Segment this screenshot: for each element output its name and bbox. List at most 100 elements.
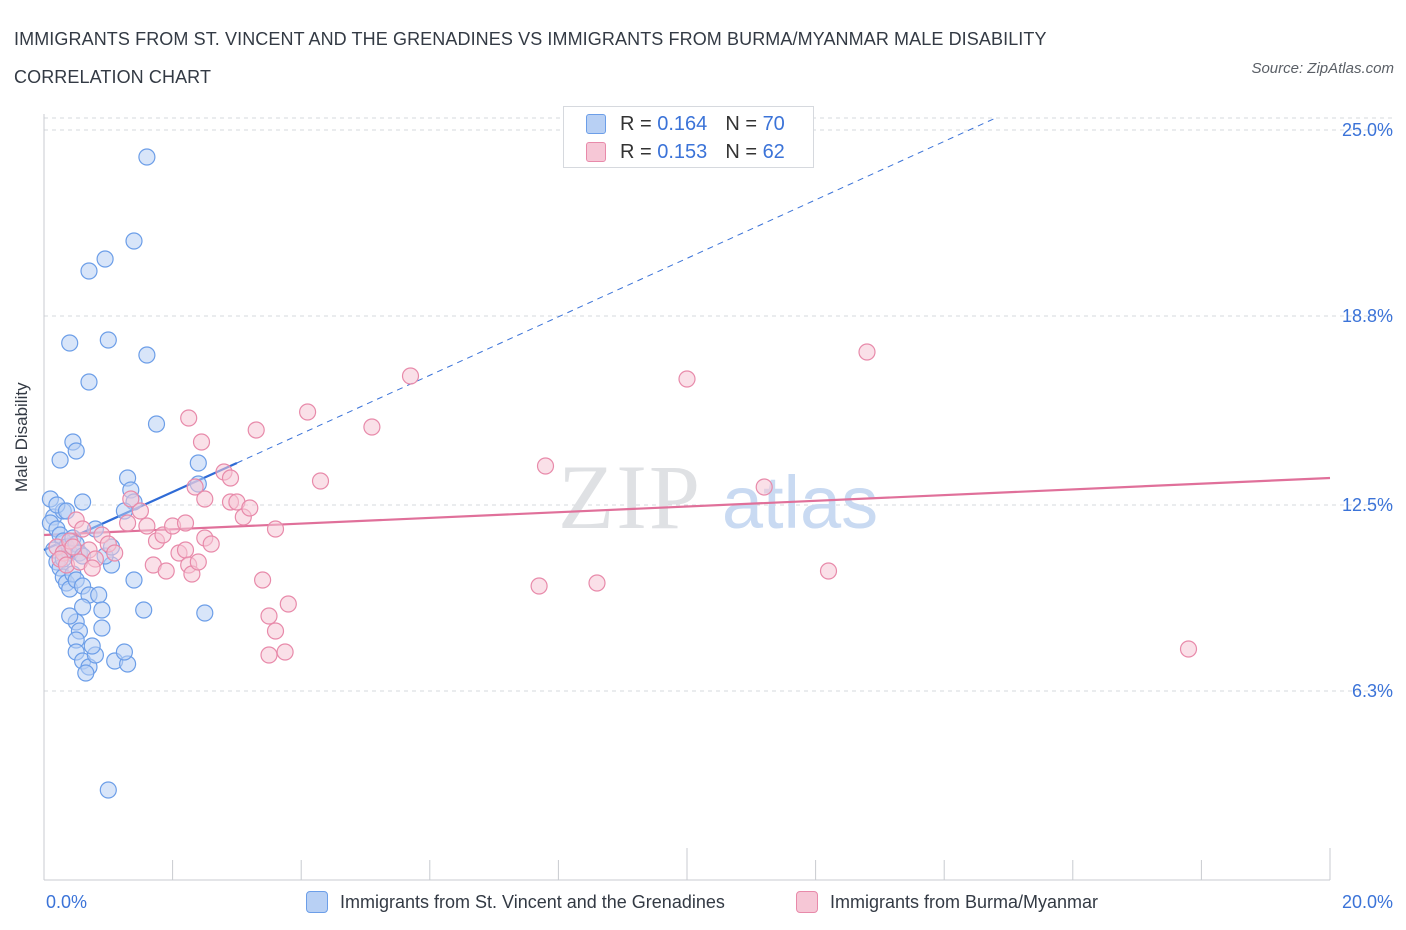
watermark: ZIP atlas: [558, 446, 878, 548]
legend-n-value: 70: [762, 112, 785, 135]
data-point-burma: [311, 472, 330, 490]
data-point-st-vincent: [73, 493, 92, 511]
bottom-legend-item-2: Immigrants from Burma/Myanmar: [796, 888, 1098, 916]
bottom-legend-swatch-pink: [796, 891, 818, 913]
data-point-burma: [157, 562, 175, 580]
data-point-st-vincent: [138, 148, 156, 166]
data-point-burma: [588, 574, 606, 592]
data-point-burma: [106, 544, 124, 562]
data-point-burma: [279, 595, 297, 613]
tick-labels: 6.3% 12.5% 18.8% 25.0% 0.0% 20.0%: [46, 120, 1393, 912]
data-point-burma: [64, 538, 82, 556]
data-point-burma: [858, 343, 876, 361]
stats-legend: R = 0.164 N = 70 R = 0.153 N = 62: [563, 106, 814, 168]
legend-row-series-1: R = 0.164 N = 70: [586, 112, 785, 136]
data-point-st-vincent: [115, 643, 134, 661]
y-tick-label: 18.8%: [1342, 306, 1393, 326]
data-point-st-vincent: [77, 664, 95, 682]
data-point-burma: [192, 433, 211, 451]
legend-n-value: 62: [762, 140, 785, 163]
data-point-burma: [186, 478, 204, 496]
y-tick-label: 6.3%: [1352, 681, 1393, 701]
data-point-burma: [536, 457, 555, 475]
data-point-st-vincent: [93, 601, 111, 619]
data-point-burma: [254, 571, 272, 589]
data-point-burma: [276, 643, 294, 661]
data-point-st-vincent: [51, 451, 69, 469]
trend-line-st-vincent-extrapolated: [236, 117, 996, 464]
data-point-burma: [266, 520, 285, 538]
legend-swatch-blue: [586, 114, 606, 134]
data-point-st-vincent: [80, 373, 98, 391]
data-point-burma: [138, 517, 156, 535]
data-point-burma: [122, 490, 140, 508]
data-point-burma: [819, 562, 838, 580]
x-tick-label: 0.0%: [46, 892, 87, 912]
data-points: [41, 148, 1198, 799]
data-point-burma: [131, 502, 149, 520]
data-point-burma: [299, 403, 317, 421]
data-point-st-vincent: [83, 637, 101, 655]
legend-swatch-pink: [586, 142, 606, 162]
data-point-burma: [118, 514, 137, 532]
y-tick-label: 12.5%: [1342, 495, 1393, 515]
source-note: Source: ZipAtlas.com: [1251, 60, 1394, 77]
data-point-burma: [180, 409, 198, 427]
data-point-burma: [202, 535, 220, 553]
bottom-legend-label: Immigrants from St. Vincent and the Gren…: [340, 891, 725, 912]
data-point-burma: [755, 478, 773, 496]
data-point-st-vincent: [96, 250, 114, 268]
data-point-burma: [83, 559, 101, 577]
x-tick-label: 20.0%: [1342, 892, 1393, 912]
data-point-burma: [73, 520, 92, 538]
legend-r-value: 0.164: [657, 112, 708, 135]
data-point-burma: [176, 541, 195, 559]
trend-line-burma: [43, 476, 1331, 537]
data-point-burma: [401, 367, 420, 385]
bottom-legend-swatch-blue: [306, 891, 328, 913]
legend-n-label: N =: [725, 140, 757, 163]
legend-r-label: R =: [620, 112, 652, 135]
data-point-burma: [241, 499, 259, 517]
data-point-st-vincent: [93, 619, 111, 637]
grid-lines: [44, 117, 1395, 692]
bottom-legend-item-1: Immigrants from St. Vincent and the Gren…: [306, 888, 725, 916]
data-point-st-vincent: [73, 598, 92, 616]
data-point-st-vincent: [125, 571, 143, 589]
data-point-st-vincent: [80, 262, 98, 280]
chart-title: IMMIGRANTS FROM ST. VINCENT AND THE GREN…: [14, 29, 1047, 87]
data-point-burma: [196, 490, 214, 508]
data-point-st-vincent: [189, 454, 207, 472]
data-point-st-vincent: [125, 232, 143, 250]
data-point-st-vincent: [67, 442, 85, 460]
y-axis-label-text: Male Disability: [12, 382, 31, 492]
data-point-burma: [176, 514, 195, 532]
bottom-legend-label: Immigrants from Burma/Myanmar: [830, 891, 1099, 912]
data-point-burma: [260, 607, 278, 625]
legend-n-label: N =: [725, 112, 757, 135]
data-point-burma: [1179, 640, 1198, 658]
legend-row-series-2: R = 0.153 N = 62: [586, 140, 785, 164]
data-point-st-vincent: [61, 334, 79, 352]
legend-r-label: R =: [620, 140, 652, 163]
data-point-st-vincent: [61, 607, 79, 625]
data-point-burma: [260, 646, 278, 664]
data-point-burma: [266, 622, 285, 640]
y-tick-label: 25.0%: [1342, 120, 1393, 140]
data-point-burma: [247, 421, 265, 439]
data-point-st-vincent: [196, 604, 214, 622]
data-point-burma: [363, 418, 381, 436]
data-point-burma: [221, 469, 240, 487]
data-point-st-vincent: [99, 331, 117, 349]
legend-r-value: 0.153: [657, 140, 708, 163]
data-point-burma: [189, 553, 207, 571]
data-point-burma: [530, 577, 548, 595]
watermark-zip: ZIP: [558, 446, 702, 548]
data-point-burma: [678, 370, 696, 388]
data-point-st-vincent: [138, 346, 156, 364]
data-point-st-vincent: [90, 586, 108, 604]
data-point-st-vincent: [135, 601, 153, 619]
data-point-st-vincent: [99, 781, 117, 799]
data-point-st-vincent: [147, 415, 166, 433]
